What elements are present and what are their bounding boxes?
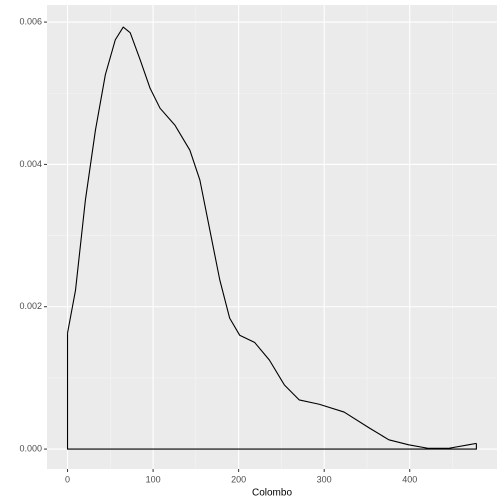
x-tick-label: 400 [402,474,417,484]
density-line [66,26,477,449]
y-tick-label: 0.002 [19,301,42,311]
x-tick-label: 200 [231,474,246,484]
y-tick-label: 0.006 [19,16,42,26]
x-tick-label: 100 [146,474,161,484]
x-axis-label: Colombo [252,488,292,499]
density-outline [66,333,477,450]
y-tick-label: 0.004 [19,159,42,169]
panel [47,5,497,469]
y-tick-label: 0.000 [19,443,42,453]
x-tick-label: 300 [317,474,332,484]
x-tick-label: 0 [65,474,70,484]
